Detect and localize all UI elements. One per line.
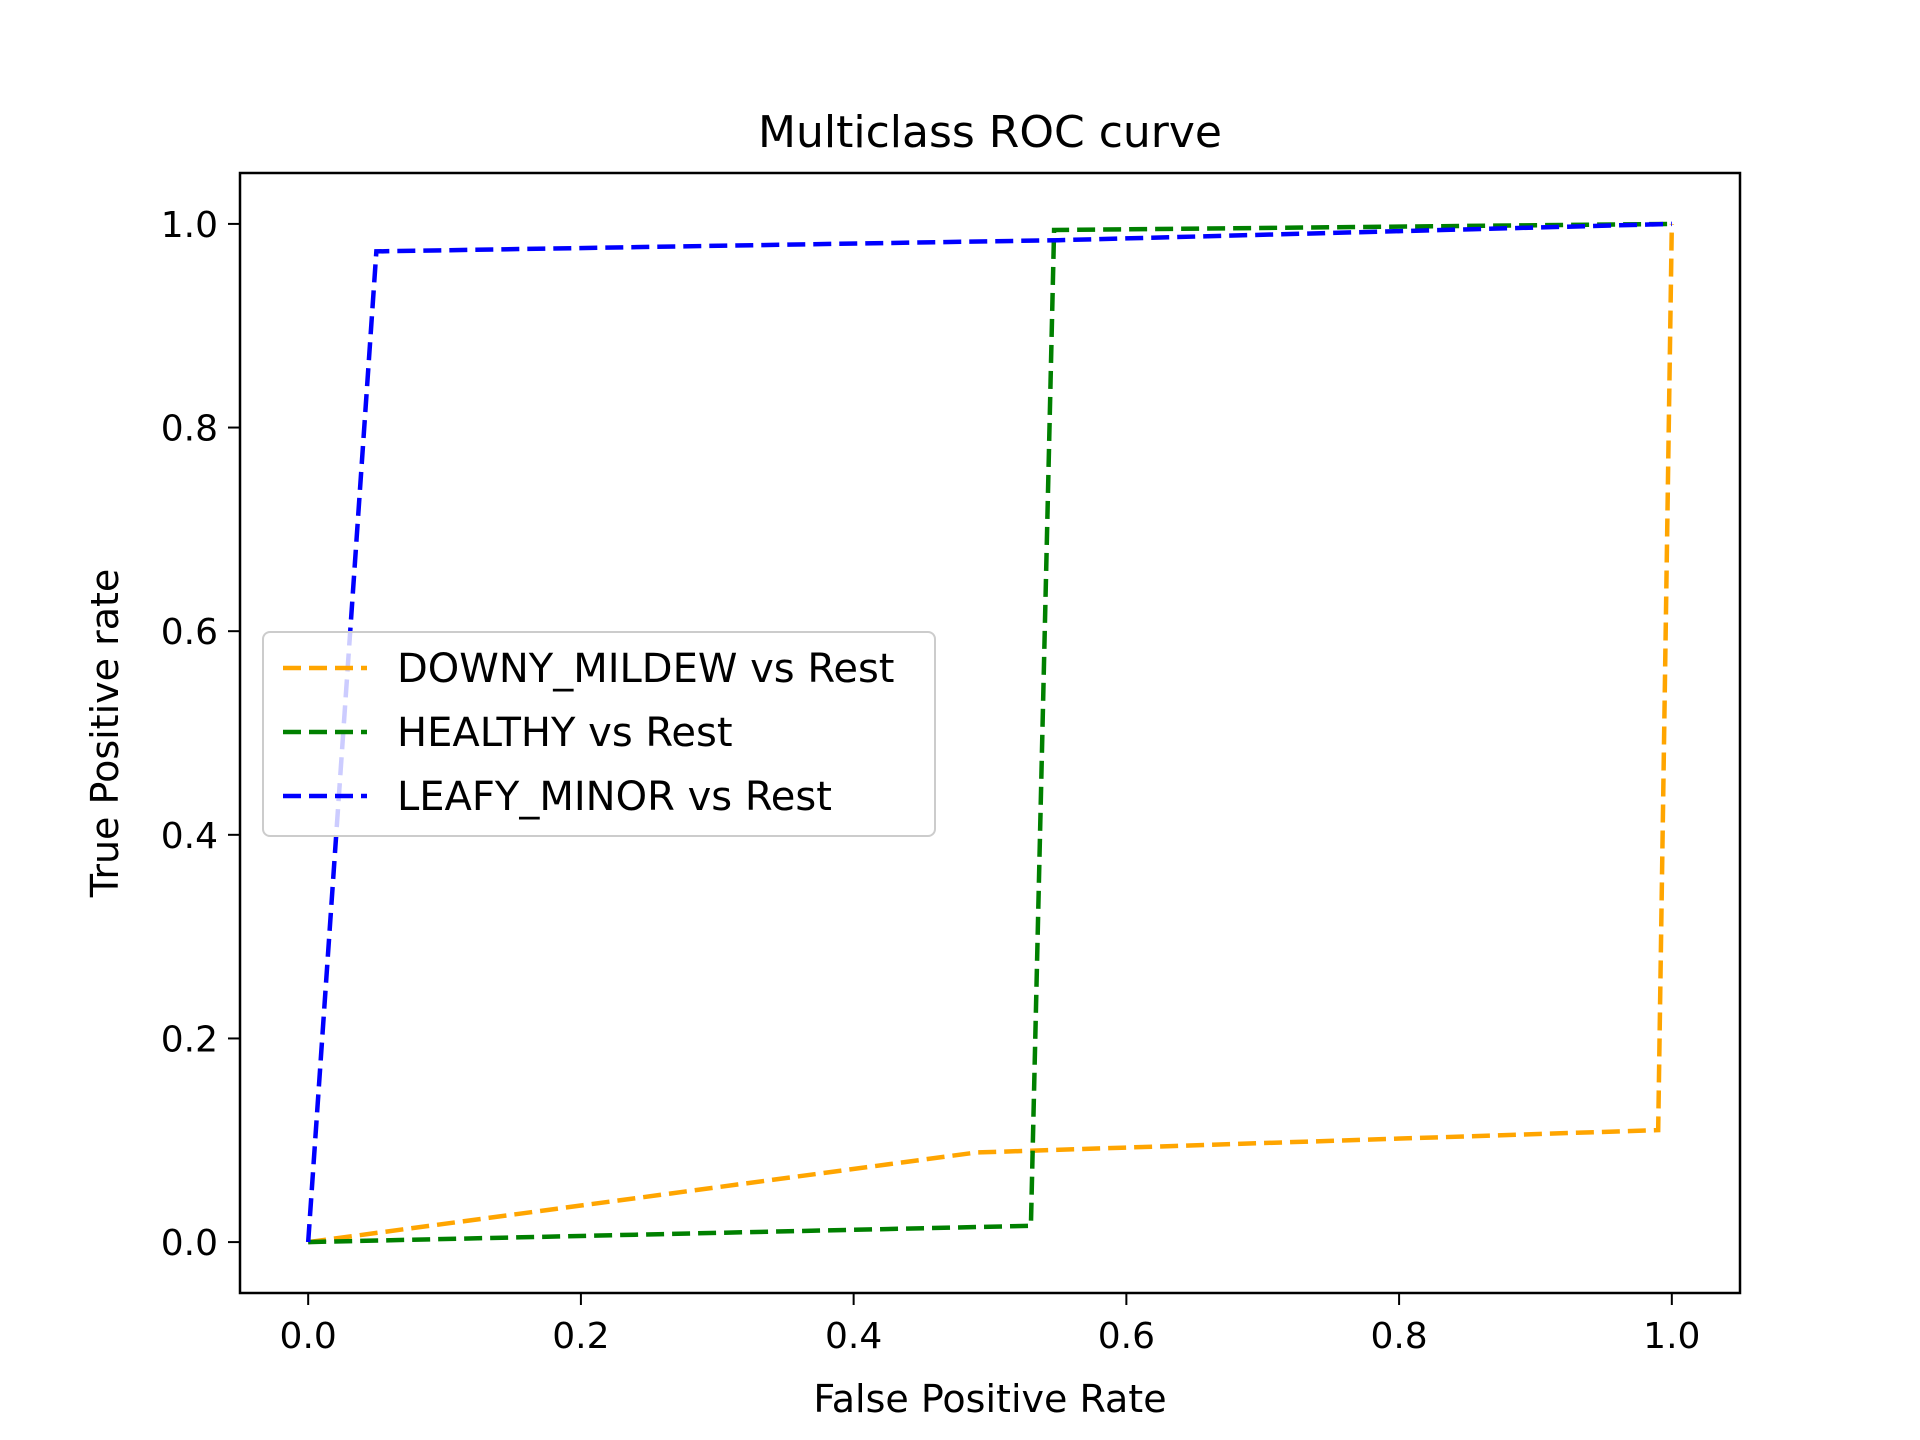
x-axis-label: False Positive Rate xyxy=(813,1377,1166,1421)
x-tick-label-5: 1.0 xyxy=(1643,1316,1700,1357)
x-tick-label-0: 0.0 xyxy=(280,1316,337,1357)
y-tick-label-5: 1.0 xyxy=(161,205,218,246)
legend-label-1: HEALTHY vs Rest xyxy=(397,710,733,756)
y-tick-label-3: 0.6 xyxy=(161,612,218,653)
x-axis-ticks: 0.0 0.2 0.4 0.6 0.8 1.0 xyxy=(280,1293,1700,1357)
y-tick-label-2: 0.4 xyxy=(161,816,218,857)
legend-label-0: DOWNY_MILDEW vs Rest xyxy=(397,646,894,692)
y-axis-label: True Positive rate xyxy=(83,569,127,899)
legend-label-2: LEAFY_MINOR vs Rest xyxy=(397,774,832,820)
x-tick-label-2: 0.4 xyxy=(825,1316,882,1357)
x-tick-label-1: 0.2 xyxy=(552,1316,609,1357)
legend: DOWNY_MILDEW vs Rest HEALTHY vs Rest LEAFY… xyxy=(262,631,936,837)
y-tick-label-0: 0.0 xyxy=(161,1223,218,1264)
y-tick-label-4: 0.8 xyxy=(161,409,218,450)
series-line-0 xyxy=(307,223,1675,1245)
chart-title: Multiclass ROC curve xyxy=(758,107,1222,158)
x-tick-label-4: 0.8 xyxy=(1370,1316,1427,1357)
x-tick-label-3: 0.6 xyxy=(1098,1316,1155,1357)
y-axis-ticks: 0.0 0.2 0.4 0.6 0.8 1.0 xyxy=(161,205,240,1264)
legend-box xyxy=(262,631,936,837)
legend-entries: DOWNY_MILDEW vs Rest HEALTHY vs Rest LEAFY… xyxy=(283,646,894,820)
plot-frame xyxy=(238,171,1742,1295)
y-tick-label-1: 0.2 xyxy=(161,1019,218,1060)
